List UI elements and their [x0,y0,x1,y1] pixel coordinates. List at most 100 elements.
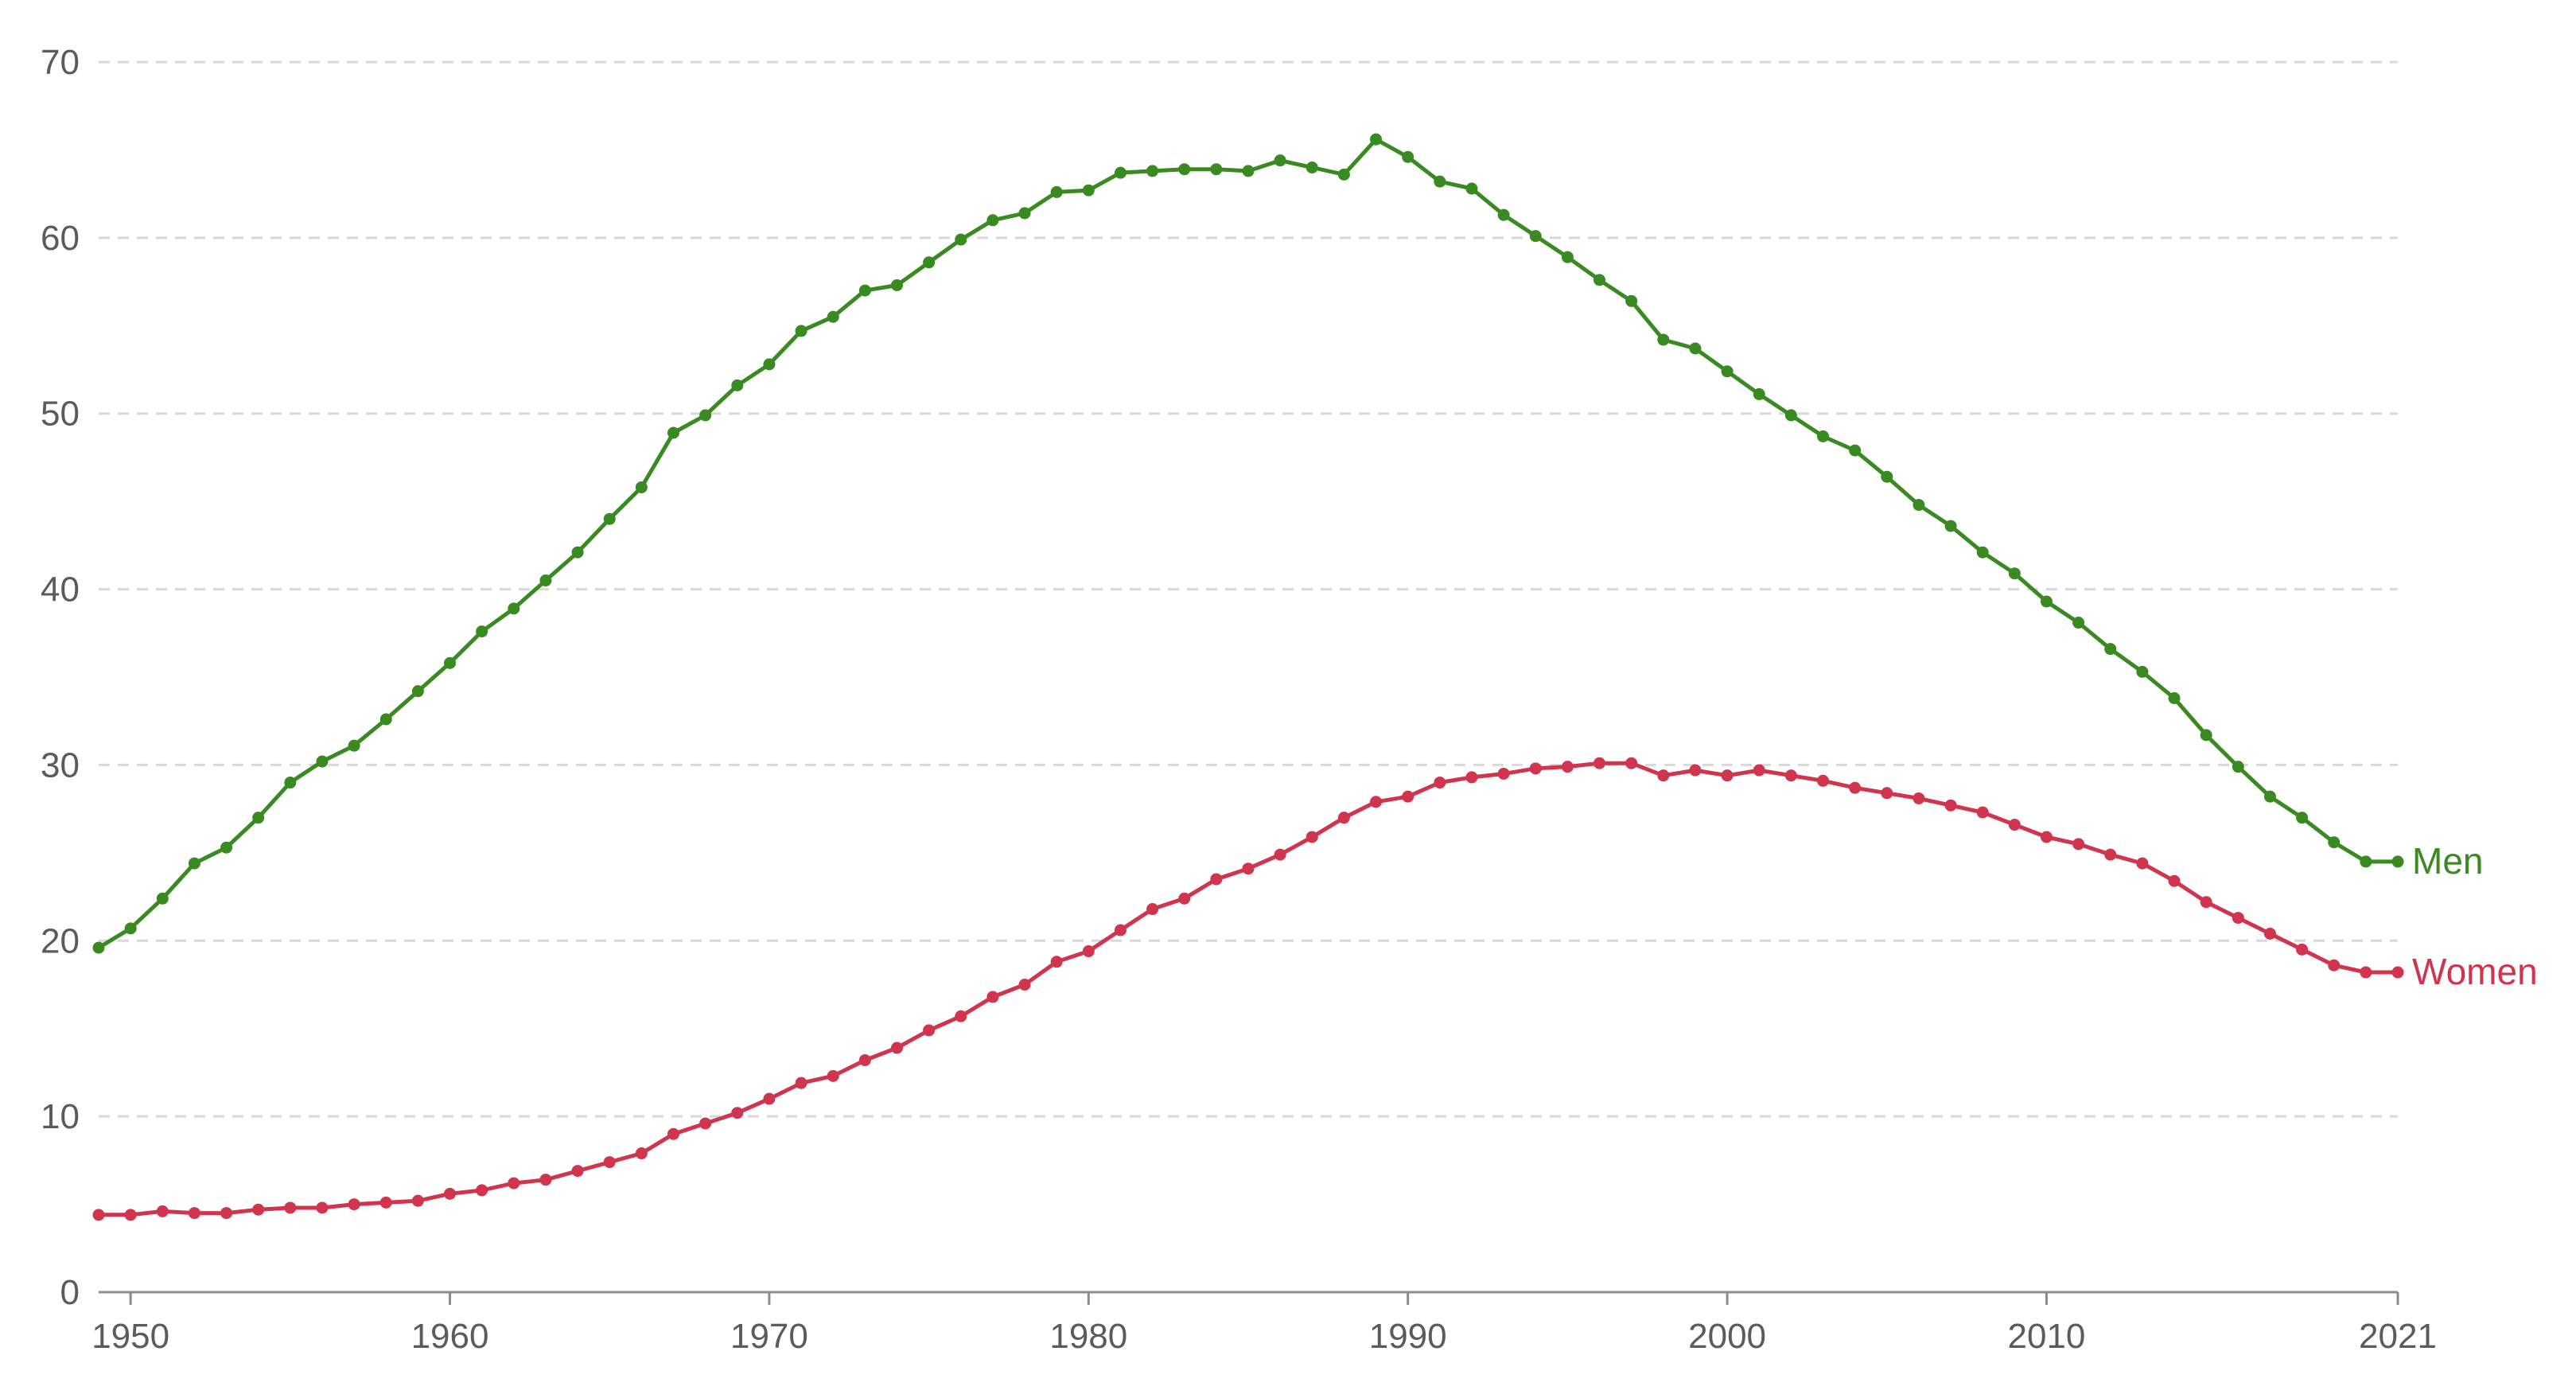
x-tick-label-2000: 2000 [1688,1317,1766,1356]
data-point-women-2016 [2232,912,2244,925]
data-point-women-1954 [252,1203,265,1216]
data-point-men-1981 [1114,166,1127,179]
data-point-men-1954 [252,812,265,824]
data-point-women-1977 [986,991,999,1003]
data-point-women-2005 [1881,787,1893,800]
data-point-women-2006 [1913,792,1925,804]
data-point-women-1949 [92,1209,105,1221]
data-point-women-2011 [2072,838,2085,851]
x-tick-label-1980: 1980 [1049,1317,1127,1356]
data-point-men-1985 [1242,165,1255,177]
y-tick-label-0: 0 [60,1273,80,1312]
data-point-men-2006 [1913,499,1925,512]
data-point-women-1986 [1274,848,1286,861]
y-tick-label-70: 70 [41,43,80,82]
data-point-men-1996 [1593,274,1606,286]
data-point-women-2004 [1849,781,1862,794]
data-point-men-1992 [1465,182,1478,195]
data-point-men-1958 [379,713,392,726]
data-point-women-1966 [635,1147,648,1160]
data-point-women-1984 [1210,873,1223,886]
data-point-women-2021 [2391,966,2404,979]
data-point-men-2014 [2168,692,2181,705]
data-point-men-1984 [1210,163,1223,176]
data-point-women-1990 [1402,790,1414,803]
series-line-men [97,137,2398,950]
data-point-women-1982 [1146,903,1159,916]
data-point-men-2017 [2263,790,2276,803]
data-point-men-1982 [1146,165,1159,177]
data-point-men-1959 [411,685,424,698]
x-tick-label-1960: 1960 [411,1317,489,1356]
data-point-women-1975 [923,1024,936,1037]
data-point-men-1976 [955,233,967,246]
data-point-women-1963 [539,1174,552,1186]
y-tick-label-60: 60 [41,219,80,258]
data-point-men-1977 [986,214,999,227]
x-tick-label-1990: 1990 [1369,1317,1447,1356]
data-point-men-1978 [1018,207,1031,220]
data-point-women-1998 [1657,769,1670,782]
data-point-women-2020 [2360,966,2372,979]
data-point-women-1971 [795,1077,807,1089]
data-point-women-1953 [220,1207,233,1220]
y-tick-label-10: 10 [41,1097,80,1136]
data-point-women-2000 [1721,769,1734,782]
data-point-women-1970 [763,1092,776,1105]
data-point-men-1969 [731,379,744,391]
data-point-women-2013 [2136,857,2149,870]
data-point-men-1994 [1529,230,1542,243]
data-point-men-1949 [92,941,105,954]
data-point-women-1997 [1625,757,1638,769]
data-point-men-1953 [220,841,233,854]
data-point-men-2005 [1881,470,1893,483]
data-point-men-2016 [2232,761,2244,773]
data-point-men-1974 [890,278,903,291]
data-point-women-1964 [571,1165,584,1178]
data-point-women-1961 [476,1184,488,1197]
data-point-men-1999 [1689,342,1702,355]
x-tick-label-2021: 2021 [2359,1317,2437,1356]
data-point-men-1975 [923,256,936,269]
data-point-men-2007 [1944,520,1957,532]
data-point-men-1993 [1497,208,1510,221]
data-point-men-1991 [1434,175,1446,188]
series-label-men: Men [2412,840,2483,882]
data-point-women-1972 [827,1069,839,1082]
data-point-men-1983 [1178,163,1191,176]
gridlines [99,60,2398,1118]
data-point-men-1986 [1274,154,1286,167]
data-point-men-1961 [476,625,488,638]
data-point-men-2004 [1849,444,1862,457]
data-point-men-1987 [1306,162,1318,174]
data-point-men-2021 [2391,855,2404,868]
data-point-women-2014 [2168,874,2181,887]
data-point-women-1993 [1497,767,1510,780]
data-point-men-1951 [156,892,169,905]
y-tick-label-30: 30 [41,746,80,785]
data-point-women-1996 [1593,757,1606,769]
y-tick-label-50: 50 [41,395,80,434]
x-tick-label-2010: 2010 [2008,1317,2086,1356]
data-point-women-1980 [1082,945,1095,958]
data-point-men-1988 [1337,168,1350,181]
data-point-women-1988 [1337,812,1350,824]
data-point-men-1956 [316,755,329,768]
data-point-men-2008 [1976,546,1989,559]
data-point-women-1950 [124,1209,137,1221]
series-line-women [99,761,2398,1217]
y-tick-label-40: 40 [41,570,80,609]
data-point-men-2011 [2072,617,2085,629]
data-point-men-2010 [2040,595,2053,608]
data-point-women-2007 [1944,799,1957,812]
data-point-women-2003 [1817,774,1829,787]
data-point-men-2003 [1817,430,1829,442]
data-point-women-2012 [2104,848,2117,861]
data-point-men-1957 [348,739,360,752]
data-point-women-1991 [1434,777,1446,789]
data-point-women-1999 [1689,764,1702,777]
data-point-women-1978 [1018,979,1031,991]
data-point-women-1968 [699,1117,712,1130]
data-point-women-1976 [955,1010,967,1022]
